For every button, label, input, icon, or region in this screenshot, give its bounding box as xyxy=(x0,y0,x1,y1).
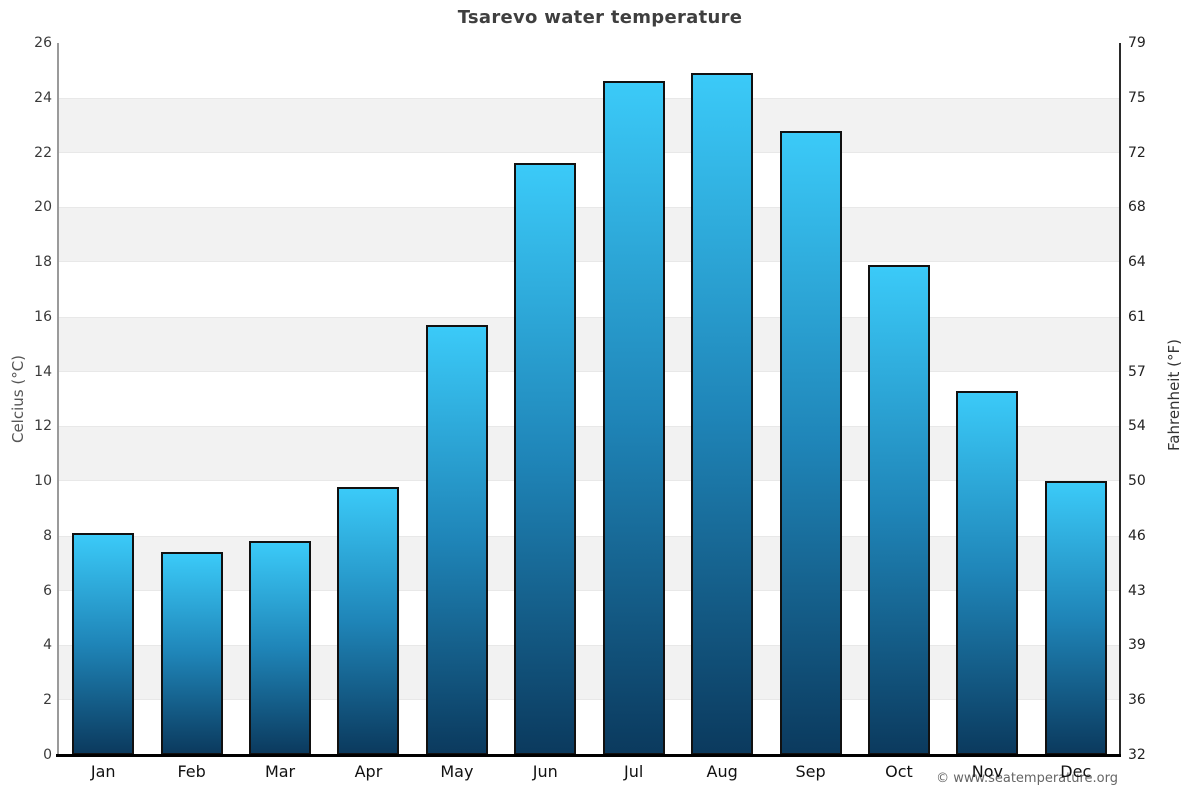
credit-link[interactable]: © www.seatemperature.org xyxy=(936,771,1118,786)
x-tick-jul: Jul xyxy=(624,762,644,781)
bar-dec[interactable] xyxy=(1044,481,1107,755)
x-tick-oct: Oct xyxy=(885,762,913,781)
y-tick-left-0: 0 xyxy=(43,747,52,763)
y-tick-left-20: 20 xyxy=(34,199,52,216)
x-tick-apr: Apr xyxy=(354,762,383,781)
bar-mar[interactable] xyxy=(249,541,312,755)
y-tick-right-54: 54 xyxy=(1128,418,1146,435)
x-tick-jun: Jun xyxy=(532,762,558,781)
y-tick-right-32: 32 xyxy=(1128,747,1146,763)
y-tick-right-57: 57 xyxy=(1128,363,1146,380)
bar-feb[interactable] xyxy=(160,552,223,755)
bar-sep[interactable] xyxy=(779,130,842,755)
y-tick-left-26: 26 xyxy=(34,35,52,51)
y-tick-left-16: 16 xyxy=(34,308,52,325)
chart-title: Tsarevo water temperature xyxy=(457,7,743,28)
y-axis-line-left xyxy=(57,43,59,755)
y-axis-line-right xyxy=(1119,43,1121,755)
y-tick-left-10: 10 xyxy=(34,473,52,490)
bar-nov[interactable] xyxy=(956,390,1019,755)
bar-aug[interactable] xyxy=(691,73,754,755)
y-tick-right-72: 72 xyxy=(1128,144,1146,161)
bar-jul[interactable] xyxy=(602,81,665,755)
bar-jun[interactable] xyxy=(514,163,577,755)
y-tick-right-79: 79 xyxy=(1128,35,1146,51)
y-tick-right-50: 50 xyxy=(1128,473,1146,490)
y-tick-left-6: 6 xyxy=(43,582,52,599)
y-tick-left-22: 22 xyxy=(34,144,52,161)
y-tick-right-75: 75 xyxy=(1128,89,1146,106)
x-tick-aug: Aug xyxy=(706,762,738,781)
y-tick-left-18: 18 xyxy=(34,254,52,271)
grid-band-2-4 xyxy=(59,645,1120,701)
x-tick-dec: Dec xyxy=(1060,762,1092,781)
y-tick-left-14: 14 xyxy=(34,363,52,380)
grid-band-6-8 xyxy=(59,535,1120,591)
y-tick-right-46: 46 xyxy=(1128,527,1146,544)
x-tick-nov: Nov xyxy=(971,762,1003,781)
bar-jan[interactable] xyxy=(72,533,135,755)
grid-band-14-16 xyxy=(59,316,1120,372)
x-tick-sep: Sep xyxy=(795,762,826,781)
y-tick-left-8: 8 xyxy=(43,527,52,544)
y-tick-right-43: 43 xyxy=(1128,582,1146,599)
y-tick-left-2: 2 xyxy=(43,692,52,709)
x-axis-line xyxy=(56,754,1121,757)
y-tick-right-61: 61 xyxy=(1128,308,1146,325)
bar-apr[interactable] xyxy=(337,486,400,755)
x-tick-jan: Jan xyxy=(90,762,116,781)
y-tick-left-4: 4 xyxy=(43,637,52,654)
y-tick-right-39: 39 xyxy=(1128,637,1146,654)
grid-band-10-12 xyxy=(59,426,1120,482)
x-tick-may: May xyxy=(440,762,474,781)
y-tick-right-64: 64 xyxy=(1128,254,1146,271)
y-tick-left-24: 24 xyxy=(34,89,52,106)
grid-band-18-20 xyxy=(59,207,1120,263)
y-tick-left-12: 12 xyxy=(34,418,52,435)
y-tick-right-68: 68 xyxy=(1128,199,1146,216)
bar-may[interactable] xyxy=(425,325,488,755)
plot-area xyxy=(59,43,1120,755)
bar-oct[interactable] xyxy=(867,264,930,755)
x-tick-feb: Feb xyxy=(177,762,206,781)
x-tick-mar: Mar xyxy=(264,762,296,781)
grid-band-22-24 xyxy=(59,97,1120,153)
y-tick-right-36: 36 xyxy=(1128,692,1146,709)
